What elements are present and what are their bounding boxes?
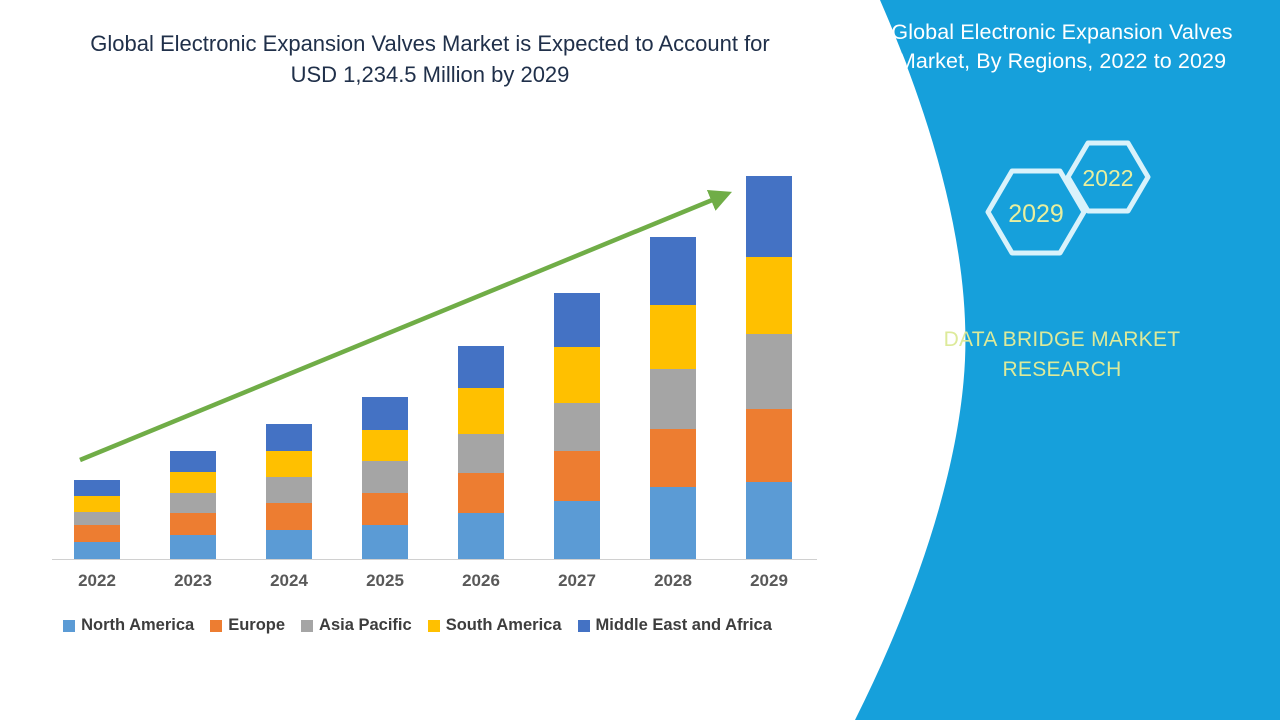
bar-segment	[266, 503, 312, 530]
bar-column-2024	[266, 424, 312, 559]
hexagon-small-label: 2022	[1082, 165, 1133, 191]
bar-segment	[266, 451, 312, 477]
bar-segment	[362, 525, 408, 559]
bar-segment	[266, 424, 312, 451]
brand-line-1: DATA BRIDGE MARKET	[943, 328, 1181, 351]
legend-item[interactable]: Asia Pacific	[301, 616, 412, 635]
bar-segment	[458, 346, 504, 388]
bar-segment	[170, 451, 216, 472]
bar-segment	[458, 388, 504, 434]
bar-segment	[554, 451, 600, 501]
bar-segment	[266, 477, 312, 503]
bar-segment	[266, 530, 312, 559]
legend-swatch-icon	[63, 619, 76, 632]
x-axis-label-2029: 2029	[750, 571, 788, 590]
x-axis-label-2024: 2024	[270, 571, 308, 590]
bar-segment	[170, 535, 216, 559]
bar-column-2028	[650, 237, 696, 559]
chart-plot-area	[52, 190, 817, 560]
legend-item[interactable]: North America	[63, 616, 194, 635]
bar-segment	[650, 237, 696, 305]
bar-segment	[458, 473, 504, 513]
bar-segment	[650, 429, 696, 487]
bar-segment	[74, 496, 120, 512]
brand-line-2: RESEARCH	[1002, 358, 1122, 382]
legend-item[interactable]: Middle East and Africa	[577, 616, 772, 635]
legend-label: South America	[445, 616, 562, 634]
hexagon-large-label: 2029	[1008, 200, 1064, 228]
bar-segment	[650, 369, 696, 429]
bar-column-2026	[458, 346, 504, 559]
bar-segment	[362, 461, 408, 493]
bar-segment	[746, 257, 792, 334]
legend-label: North America	[81, 616, 195, 634]
bar-segment	[74, 542, 120, 559]
x-axis-label-2023: 2023	[174, 571, 212, 590]
legend-swatch-icon	[210, 619, 223, 632]
bar-segment	[746, 176, 792, 257]
bar-column-2027	[554, 293, 600, 559]
x-axis-label-2026: 2026	[462, 571, 500, 590]
chart-legend: North America Europe Asia Pacific South Ame…	[0, 616, 835, 635]
legend-swatch-icon	[427, 619, 440, 632]
x-axis-label-2028: 2028	[654, 571, 692, 590]
bar-segment	[746, 409, 792, 482]
bar-segment	[746, 482, 792, 559]
x-axis-label-2027: 2027	[558, 571, 596, 590]
legend-item[interactable]: Europe	[210, 616, 285, 635]
legend-label: Middle East and Africa	[595, 616, 772, 634]
logo: 2029 2022	[960, 135, 1190, 300]
legend-label: Europe	[228, 616, 286, 634]
hexagon-large-icon	[985, 168, 1087, 256]
brand-name: DATA BRIDGE MARKET RESEARCH	[872, 325, 1252, 386]
legend-swatch-icon	[301, 619, 314, 632]
bar-column-2029	[746, 176, 792, 559]
brand-panel: Global Electronic Expansion Valves Marke…	[820, 0, 1280, 720]
hexagon-logo-icon: 2029 2022	[985, 140, 1151, 256]
x-axis-line	[52, 559, 817, 560]
bar-column-2025	[362, 397, 408, 559]
bar-segment	[362, 493, 408, 525]
bar-column-2022	[74, 480, 120, 559]
bar-segment	[650, 487, 696, 559]
bar-segment	[554, 347, 600, 403]
legend-item[interactable]: South America	[427, 616, 562, 635]
bar-segment	[554, 403, 600, 451]
legend-swatch-icon	[577, 619, 590, 632]
trend-arrow-icon	[79, 190, 732, 463]
bar-segment	[170, 513, 216, 535]
bar-segment	[650, 305, 696, 369]
x-axis-label-2022: 2022	[78, 571, 116, 590]
legend-label: Asia Pacific	[319, 616, 412, 634]
bar-segment	[170, 472, 216, 493]
panel-title: Global Electronic Expansion Valves Marke…	[891, 20, 1233, 73]
bar-segment	[458, 434, 504, 473]
bar-segment	[74, 525, 120, 542]
bar-segment	[74, 480, 120, 496]
bar-segment	[170, 493, 216, 513]
bar-segment	[458, 513, 504, 559]
bar-segment	[746, 334, 792, 409]
x-axis-label-2025: 2025	[366, 571, 404, 590]
bar-segment	[74, 512, 120, 525]
bar-column-2023	[170, 451, 216, 559]
panel-shape	[855, 0, 1280, 720]
hexagon-small-icon	[1065, 140, 1151, 214]
bar-segment	[554, 501, 600, 559]
bar-segment	[554, 293, 600, 347]
bar-segment	[362, 430, 408, 461]
page-title: Global Electronic Expansion Valves Marke…	[90, 31, 770, 88]
bar-segment	[362, 397, 408, 430]
